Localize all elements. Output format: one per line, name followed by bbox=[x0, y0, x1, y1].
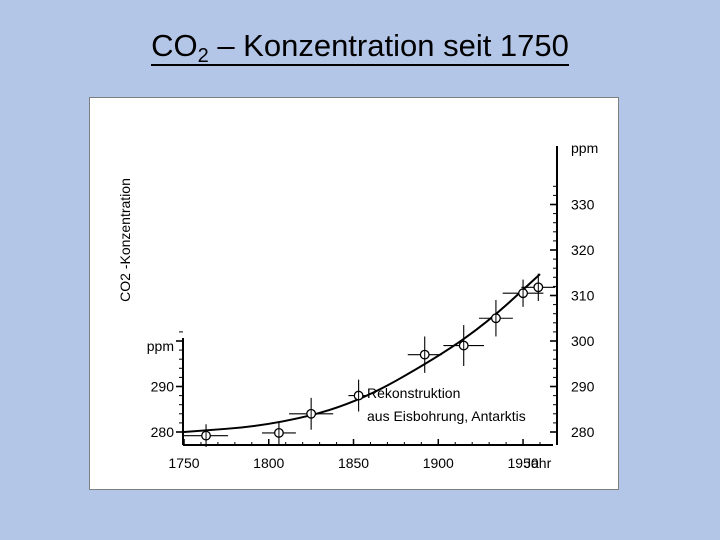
y-axis-label: CO2 -Konzentration bbox=[117, 178, 133, 302]
x-tick-label: 1800 bbox=[253, 455, 284, 471]
x-tick-label: 1900 bbox=[423, 455, 454, 471]
x-unit-label: Jahr bbox=[524, 455, 552, 471]
slide-title: CO2 – Konzentration seit 1750 bbox=[0, 28, 720, 68]
title-rest: – Konzentration seit 1750 bbox=[208, 28, 569, 63]
right-tick-label: 320 bbox=[571, 242, 595, 258]
right-tick-label: 280 bbox=[571, 424, 595, 440]
right-tick-label: 290 bbox=[571, 379, 595, 395]
left-unit-label: ppm bbox=[147, 338, 174, 354]
right-unit-label: ppm bbox=[571, 140, 598, 156]
left-tick-label: 280 bbox=[151, 424, 175, 440]
right-tick-label: 330 bbox=[571, 197, 595, 213]
x-tick-label: 1750 bbox=[168, 455, 199, 471]
right-tick-label: 300 bbox=[571, 333, 595, 349]
x-tick-label: 1950 bbox=[507, 455, 538, 471]
title-subscript: 2 bbox=[197, 45, 209, 67]
x-tick-label: 1850 bbox=[338, 455, 369, 471]
annotation-line-1: Rekonstruktion bbox=[367, 385, 460, 401]
title-co: CO bbox=[151, 28, 198, 63]
slide-title-text: CO2 – Konzentration seit 1750 bbox=[151, 28, 569, 67]
annotation-line-2: aus Eisbohrung, Antarktis bbox=[367, 408, 526, 424]
chart-frame: 1750 1800 1850 1900 1950 Jahr 280 290 ppm CO2 -Ko… bbox=[89, 97, 619, 490]
left-tick-label: 290 bbox=[151, 379, 175, 395]
right-tick-label: 310 bbox=[571, 288, 595, 304]
